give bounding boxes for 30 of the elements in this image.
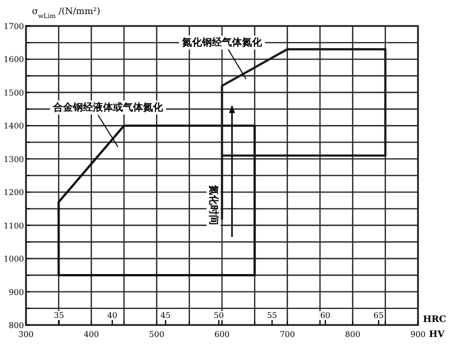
y-tick-label: 1200: [4, 188, 24, 198]
y-tick-label: 1700: [4, 22, 24, 31]
x-tick-label: 500: [149, 330, 164, 339]
y-tick-label: 1600: [4, 55, 24, 64]
y-tick-label: 900: [8, 288, 24, 297]
x-tick-label: 900: [410, 330, 426, 339]
y-tick-label: 1500: [4, 88, 24, 98]
x-tick-label: 800: [345, 330, 360, 339]
annotation: 合金钢经液体或气体氮化: [52, 102, 164, 114]
x-tick-label: 300: [18, 330, 34, 339]
y-tick-label: 1000: [4, 254, 24, 264]
x2-tick-label: 60: [320, 311, 330, 320]
x-axis-title: HV: [429, 330, 446, 340]
x-tick-label: 400: [84, 330, 99, 339]
x2-tick-label: 65: [373, 311, 384, 320]
y-tick-label: 800: [8, 321, 24, 330]
y-axis-title: σ$_{wLim}$ /(N/mm²): [32, 7, 100, 20]
x2-tick-label: 45: [160, 311, 171, 320]
x2-tick-label: 40: [107, 311, 118, 320]
annotation: 氮化钢经气体氮化: [181, 36, 263, 48]
x2-tick-label: 55: [266, 311, 278, 320]
y-tick-label: 1400: [4, 122, 24, 131]
x2-tick-label: 50: [214, 311, 224, 320]
y-tick-label: 1100: [4, 221, 24, 230]
x-tick-label: 600: [214, 330, 230, 339]
x2-tick-label: 35: [54, 311, 64, 320]
annotation: 氮化时间: [208, 184, 220, 225]
x-tick-label: 700: [280, 330, 295, 339]
y-tick-label: 1300: [4, 154, 24, 164]
x2-axis-title: HRC: [423, 315, 446, 325]
